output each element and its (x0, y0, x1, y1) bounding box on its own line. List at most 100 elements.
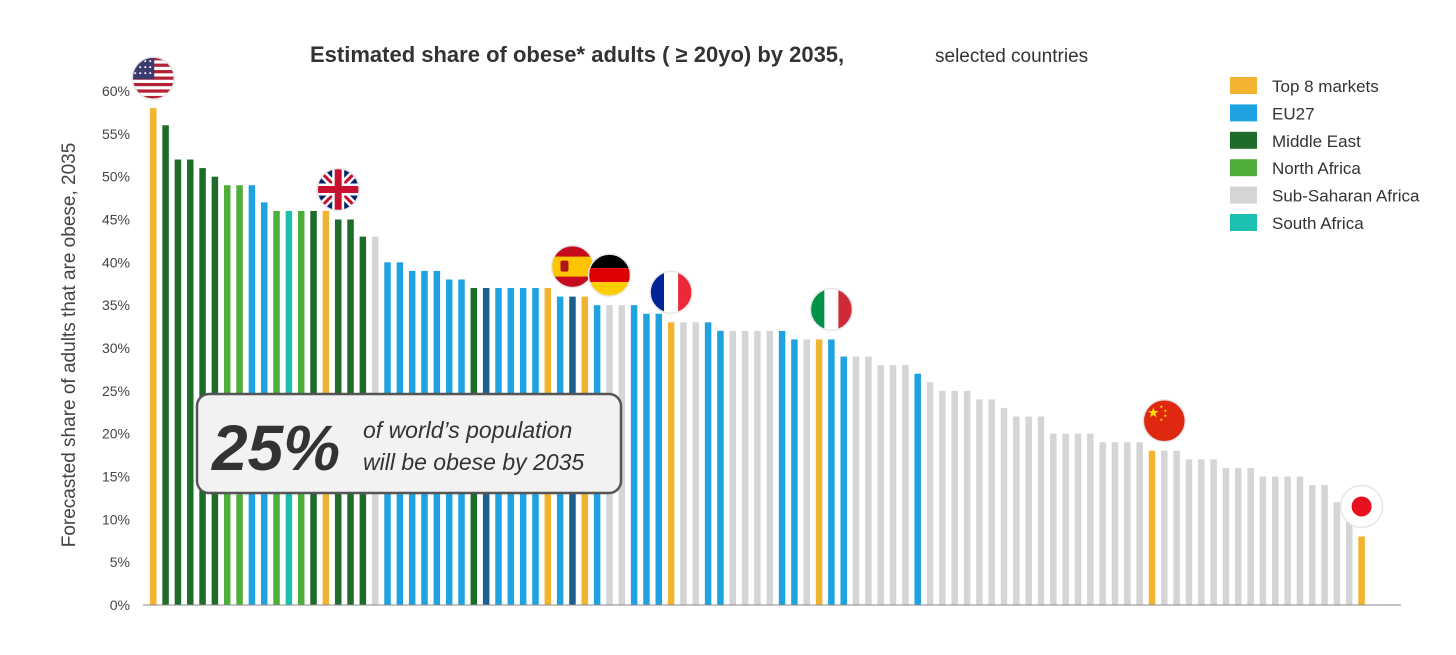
bar (1296, 476, 1304, 605)
bar (963, 390, 971, 605)
bar (186, 159, 194, 605)
bar (692, 322, 700, 605)
legend-swatch (1230, 186, 1257, 204)
bar (174, 159, 182, 605)
china-flag-icon (1142, 399, 1187, 443)
us-flag-icon (131, 56, 175, 100)
germany-flag-icon (587, 253, 632, 297)
bar (877, 365, 884, 605)
bar (741, 330, 749, 605)
y-tick-label: 40% (102, 254, 130, 270)
france-flag-icon (649, 270, 693, 315)
legend-swatch (1230, 104, 1257, 122)
bar (1025, 416, 1032, 605)
bar (150, 108, 157, 605)
y-tick-label: 60% (102, 83, 130, 99)
bar (939, 390, 946, 605)
bar (704, 322, 712, 605)
bar (1087, 433, 1094, 605)
legend-swatch (1230, 77, 1257, 94)
bar (199, 168, 206, 605)
bar (211, 176, 219, 606)
bar (754, 330, 761, 605)
bar (1284, 476, 1291, 605)
bar (1173, 450, 1180, 605)
bar (1235, 467, 1242, 605)
bar (1309, 485, 1316, 605)
bar (1333, 502, 1341, 605)
y-tick-label: 10% (102, 511, 130, 527)
bar (1321, 485, 1328, 605)
y-tick-label: 30% (102, 340, 130, 356)
bar (766, 330, 773, 605)
bar (852, 356, 860, 605)
bar (1210, 459, 1217, 605)
chart-subtitle: selected countries (935, 46, 1088, 67)
bar (667, 322, 675, 605)
bar (1198, 459, 1205, 605)
y-tick-label: 50% (102, 169, 130, 185)
bar (778, 330, 786, 605)
bar (1148, 450, 1156, 605)
legend-label: Middle East (1272, 132, 1361, 151)
bar (680, 322, 687, 605)
y-tick-label: 45% (102, 212, 130, 228)
bar (1000, 407, 1008, 605)
legend-label: North Africa (1272, 159, 1361, 178)
y-tick-label: 35% (102, 297, 130, 313)
bar (914, 373, 921, 605)
legend-label: South Africa (1272, 214, 1364, 233)
legend-swatch (1230, 214, 1257, 231)
bar (1074, 433, 1082, 605)
country-flags (131, 56, 1384, 529)
italy-flag-icon (809, 287, 854, 332)
y-tick-label: 5% (110, 554, 130, 570)
bar (1185, 459, 1193, 605)
bar (1136, 442, 1143, 605)
bar (791, 339, 798, 605)
bar (951, 390, 958, 605)
bar (1111, 442, 1119, 605)
y-tick-label: 25% (102, 383, 130, 399)
bar (1259, 476, 1267, 605)
bar (1124, 442, 1131, 605)
bar (1358, 536, 1365, 605)
callout-line-1: of world’s population (363, 417, 572, 443)
bar (976, 399, 983, 605)
bar (1222, 467, 1230, 605)
bar (1037, 416, 1045, 605)
y-axis-ticks: 0% 5% 10% 15% 20% 25% 30% 35% 40% 45% 50% 55% 60% (102, 83, 130, 613)
y-tick-label: 55% (102, 126, 130, 142)
bar (865, 356, 872, 605)
legend-swatch (1230, 159, 1257, 177)
bar (1346, 502, 1353, 605)
bar (840, 356, 847, 605)
uk-flag-icon (316, 167, 360, 212)
legend-label: Sub-Saharan Africa (1272, 187, 1420, 206)
y-tick-label: 20% (102, 426, 130, 442)
bar (717, 330, 724, 605)
bar (643, 313, 650, 605)
callout-box-frame (195, 392, 623, 495)
bar (815, 339, 823, 605)
y-tick-label: 0% (110, 597, 130, 613)
bar (655, 313, 663, 605)
bar (729, 330, 737, 605)
bar (1050, 433, 1057, 605)
bar (889, 365, 897, 605)
japan-flag-icon (1339, 484, 1384, 529)
chart-title: Estimated share of obese* adults ( ≥ 20y… (310, 42, 844, 67)
bar (828, 339, 835, 605)
bar (926, 382, 934, 605)
y-axis-label: Forecasted share of adults that are obes… (59, 143, 80, 548)
bar (162, 125, 169, 606)
bar (1062, 433, 1069, 605)
bar (1099, 442, 1106, 605)
callout-box: 25% of world’s population will be obese … (195, 392, 623, 495)
bar (988, 399, 995, 605)
bar (1161, 450, 1168, 605)
callout-line-2: will be obese by 2035 (363, 449, 584, 475)
bar (1272, 476, 1279, 605)
legend: Top 8 markets EU27 Middle East North Africa… (1230, 77, 1420, 233)
